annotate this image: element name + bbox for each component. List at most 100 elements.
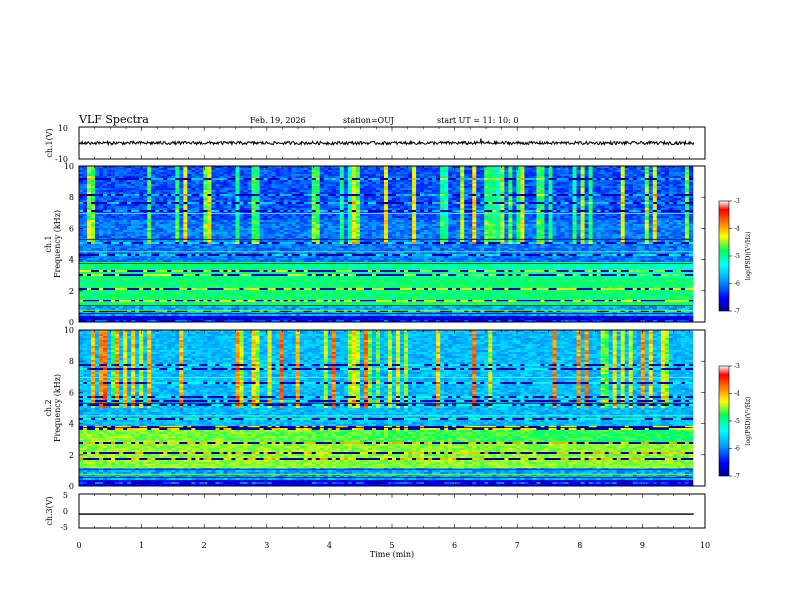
spectrogram-cell xyxy=(159,226,164,229)
spectrogram-cell xyxy=(203,294,208,297)
spectrogram-cell xyxy=(239,246,244,249)
spectrogram-cell xyxy=(83,224,88,227)
spectrogram-cell xyxy=(123,316,128,319)
spectrogram-cell xyxy=(87,184,92,187)
spectrogram-cell xyxy=(223,282,228,285)
spectrogram-cell xyxy=(143,266,148,269)
spectrogram-cell xyxy=(179,174,184,177)
spectrogram-cell xyxy=(211,202,216,205)
spectrogram-cell xyxy=(183,170,188,173)
spectrogram-cell xyxy=(243,202,248,205)
spectrogram-cell xyxy=(151,316,156,319)
spectrogram-cell xyxy=(251,206,256,209)
spectrogram-cell xyxy=(187,304,192,307)
spectrogram-cell xyxy=(199,292,204,295)
spectrogram-cell xyxy=(235,180,240,183)
spectrogram-cell xyxy=(91,228,96,231)
spectrogram-cell xyxy=(107,176,112,179)
spectrogram-cell xyxy=(115,180,120,183)
spectrogram-cell xyxy=(179,274,184,277)
spectrogram-cell xyxy=(183,234,188,237)
spectrogram-cell xyxy=(275,188,280,191)
spectrogram-cell xyxy=(107,214,112,217)
spectrogram-cell xyxy=(247,276,252,279)
spectrogram-cell xyxy=(107,316,112,319)
spectrogram-cell xyxy=(103,264,108,267)
spectrogram-cell xyxy=(155,214,160,217)
spectrogram-cell xyxy=(147,276,152,279)
spectrogram-cell xyxy=(251,228,256,231)
spectrogram-cell xyxy=(143,210,148,213)
spectrogram-cell xyxy=(231,226,236,229)
spectrogram-cell xyxy=(223,270,228,273)
spectrogram-cell xyxy=(207,172,212,175)
spectrogram-cell xyxy=(187,250,192,253)
spectrogram-cell xyxy=(171,178,176,181)
spectrogram-cell xyxy=(231,240,236,243)
spectrogram-cell xyxy=(323,314,329,317)
spectrogram-cell xyxy=(263,310,268,313)
spectrogram-cell xyxy=(115,212,120,215)
spectrogram-cell xyxy=(95,292,100,295)
spectrogram-cell xyxy=(227,240,232,243)
spectrogram-cell xyxy=(167,304,172,307)
spectrogram-cell xyxy=(143,190,148,193)
spectrogram-cell xyxy=(323,178,329,181)
spectrogram-cell xyxy=(219,236,224,239)
spectrogram-cell xyxy=(183,310,188,313)
spectrogram-cell xyxy=(163,302,168,305)
spectrogram-cell xyxy=(251,278,256,281)
spectrogram-cell xyxy=(183,288,188,291)
spectrogram-cell xyxy=(175,230,180,233)
spectrogram-cell xyxy=(175,250,180,253)
spectrogram-cell xyxy=(79,292,84,295)
spectrogram-cell xyxy=(135,234,140,237)
spectrogram-cell xyxy=(119,294,124,297)
spectrogram-cell xyxy=(199,280,204,283)
spectrogram-cell xyxy=(87,302,92,305)
spectrogram-cell xyxy=(183,176,188,179)
spectrogram-cell xyxy=(203,282,208,285)
spectrogram-cell xyxy=(211,216,216,219)
spectrogram-cell xyxy=(323,290,329,293)
spectrogram-cell xyxy=(251,290,256,293)
spectrogram-cell xyxy=(271,280,276,283)
spectrogram-cell xyxy=(311,256,317,259)
spectrogram-cell xyxy=(315,270,321,273)
spectrogram-cell xyxy=(167,218,172,221)
spectrogram-cell xyxy=(227,234,232,237)
spectrogram-cell xyxy=(203,244,208,247)
spectrogram-cell xyxy=(87,218,92,221)
spectrogram-cell xyxy=(143,316,148,319)
spectrogram-cell xyxy=(259,230,264,233)
spectrogram-cell xyxy=(119,316,124,319)
spectrogram-cell xyxy=(311,204,317,207)
spectrogram-cell xyxy=(291,290,296,293)
spectrogram-cell xyxy=(319,180,325,183)
spectrogram-cell xyxy=(271,274,276,277)
spectrogram-cell xyxy=(123,196,128,199)
spectrogram-cell xyxy=(135,278,140,281)
spectrogram-cell xyxy=(255,274,260,277)
spectrogram-cell xyxy=(139,276,144,279)
spectrogram-cell xyxy=(151,184,156,187)
spectrogram-cell xyxy=(231,308,236,311)
spectrogram-cell xyxy=(283,224,288,227)
spectrogram-cell xyxy=(171,308,176,311)
spectrogram-cell xyxy=(271,188,276,191)
spectrogram-cell xyxy=(103,200,108,203)
spectrogram-cell xyxy=(127,198,132,201)
spectrogram-cell xyxy=(267,226,272,229)
spectrogram-cell xyxy=(111,314,116,317)
spectrogram-cell xyxy=(203,184,208,187)
spectrogram-cell xyxy=(111,264,116,267)
spectrogram-cell xyxy=(127,268,132,271)
spectrogram-cell xyxy=(123,282,128,285)
spectrogram-cell xyxy=(211,300,216,303)
spectrogram-cell xyxy=(291,182,296,185)
spectrogram-cell xyxy=(271,172,276,175)
spectrogram-cell xyxy=(267,294,272,297)
spectrogram-cell xyxy=(251,270,256,273)
spectrogram-cell xyxy=(115,172,120,175)
spectrogram-cell xyxy=(303,266,309,269)
